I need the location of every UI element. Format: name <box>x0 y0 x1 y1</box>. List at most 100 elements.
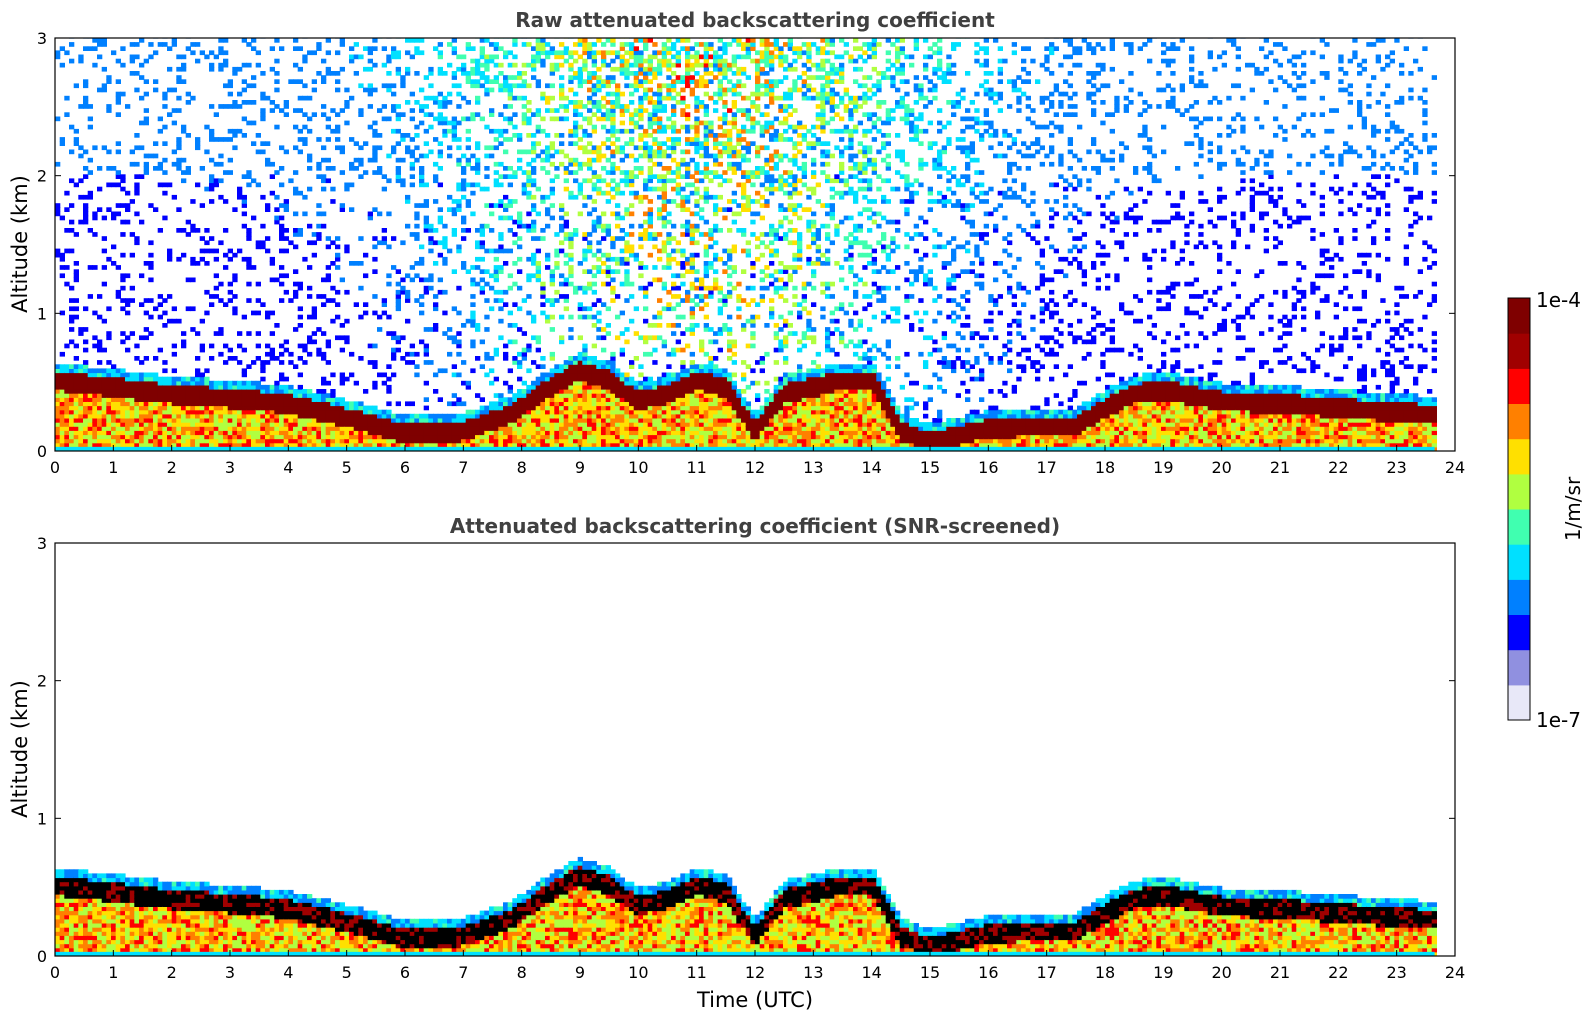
heatmap-cell <box>591 104 597 109</box>
heatmap-cell <box>675 161 681 167</box>
heatmap-cell <box>251 418 257 423</box>
heatmap-cell <box>353 409 359 415</box>
heatmap-cell <box>111 409 117 415</box>
heatmap-cell <box>610 100 616 105</box>
heatmap-cell <box>521 95 527 101</box>
heatmap-cell <box>610 79 616 84</box>
heatmap-cell <box>643 95 649 101</box>
heatmap-cell <box>325 430 331 436</box>
heatmap-cell <box>297 401 303 407</box>
heatmap-cell <box>657 141 663 146</box>
heatmap-cell <box>465 100 471 105</box>
heatmap-cell <box>685 422 691 427</box>
heatmap-cell <box>596 157 602 163</box>
heatmap-cell <box>143 393 149 398</box>
heatmap-cell <box>185 100 191 105</box>
heatmap-cell <box>129 422 135 427</box>
heatmap-cell <box>633 75 639 80</box>
heatmap-cell <box>582 418 588 423</box>
heatmap-cell <box>358 261 364 266</box>
heatmap-cell <box>344 405 350 411</box>
heatmap-cell <box>545 372 551 378</box>
heatmap-cell <box>423 442 429 448</box>
heatmap-cell <box>647 149 653 155</box>
heatmap-cell <box>409 426 415 431</box>
heatmap-cell <box>596 269 602 274</box>
heatmap-cell <box>554 364 560 369</box>
heatmap-cell <box>143 418 149 423</box>
heatmap-cell <box>671 54 677 60</box>
heatmap-cell <box>624 277 630 283</box>
heatmap-cell <box>232 71 238 76</box>
heatmap-cell <box>554 405 560 411</box>
heatmap-cell <box>414 232 420 237</box>
heatmap-cell <box>666 66 672 72</box>
heatmap-cell <box>680 430 686 436</box>
heatmap-cell <box>526 442 532 448</box>
heatmap-cell <box>671 71 677 76</box>
heatmap-cell <box>288 409 294 415</box>
heatmap-cell <box>367 46 373 51</box>
heatmap-cell <box>120 174 126 179</box>
heatmap-cell <box>479 289 485 295</box>
heatmap-cell <box>629 252 635 258</box>
heatmap-cell <box>339 438 345 444</box>
heatmap-cell <box>185 442 191 448</box>
heatmap-cell <box>456 54 462 60</box>
heatmap-cell <box>671 108 677 113</box>
heatmap-cell <box>591 302 597 307</box>
heatmap-cell <box>503 116 509 122</box>
heatmap-cell <box>591 438 597 444</box>
heatmap-cell <box>129 71 135 76</box>
heatmap-cell <box>605 405 611 411</box>
heatmap-cell <box>78 153 84 159</box>
heatmap-cell <box>638 108 644 113</box>
heatmap-cell <box>643 434 649 440</box>
heatmap-cell <box>661 413 667 419</box>
heatmap-cell <box>139 409 145 415</box>
heatmap-cell <box>470 190 476 196</box>
heatmap-cell <box>647 422 653 427</box>
heatmap-cell <box>386 314 392 320</box>
heatmap-cell <box>493 438 499 444</box>
heatmap-cell <box>521 79 527 84</box>
heatmap-cell <box>297 384 303 390</box>
heatmap-cell <box>344 401 350 407</box>
heatmap-cell <box>176 380 182 386</box>
heatmap-cell <box>83 327 89 332</box>
heatmap-cell <box>148 314 154 320</box>
heatmap-cell <box>101 405 107 411</box>
heatmap-cell <box>517 157 523 163</box>
heatmap-cell <box>237 418 243 423</box>
heatmap-cell <box>241 314 247 320</box>
heatmap-cell <box>568 128 574 134</box>
heatmap-cell <box>582 422 588 427</box>
heatmap-cell <box>204 401 210 407</box>
heatmap-cell <box>335 244 341 250</box>
heatmap-cell <box>647 116 653 122</box>
heatmap-cell <box>545 42 551 47</box>
heatmap-cell <box>414 364 420 369</box>
heatmap-cell <box>265 141 271 146</box>
heatmap-cell <box>661 434 667 440</box>
heatmap-cell <box>638 112 644 117</box>
heatmap-cell <box>647 442 653 448</box>
heatmap-cell <box>647 426 653 431</box>
heatmap-cell <box>134 413 140 419</box>
heatmap-cell <box>148 405 154 411</box>
heatmap-cell <box>232 405 238 411</box>
heatmap-cell <box>87 157 93 163</box>
heatmap-cell <box>209 442 215 448</box>
heatmap-cell <box>279 384 285 390</box>
heatmap-cell <box>685 384 691 390</box>
heatmap-cell <box>232 207 238 212</box>
heatmap-cell <box>316 426 322 431</box>
heatmap-cell <box>657 194 663 200</box>
heatmap-cell <box>671 112 677 117</box>
heatmap-cell <box>629 430 635 436</box>
heatmap-cell <box>680 157 686 163</box>
heatmap-cell <box>97 397 103 402</box>
heatmap-cell <box>568 380 574 386</box>
heatmap-cell <box>115 294 121 299</box>
heatmap-cell <box>535 380 541 386</box>
